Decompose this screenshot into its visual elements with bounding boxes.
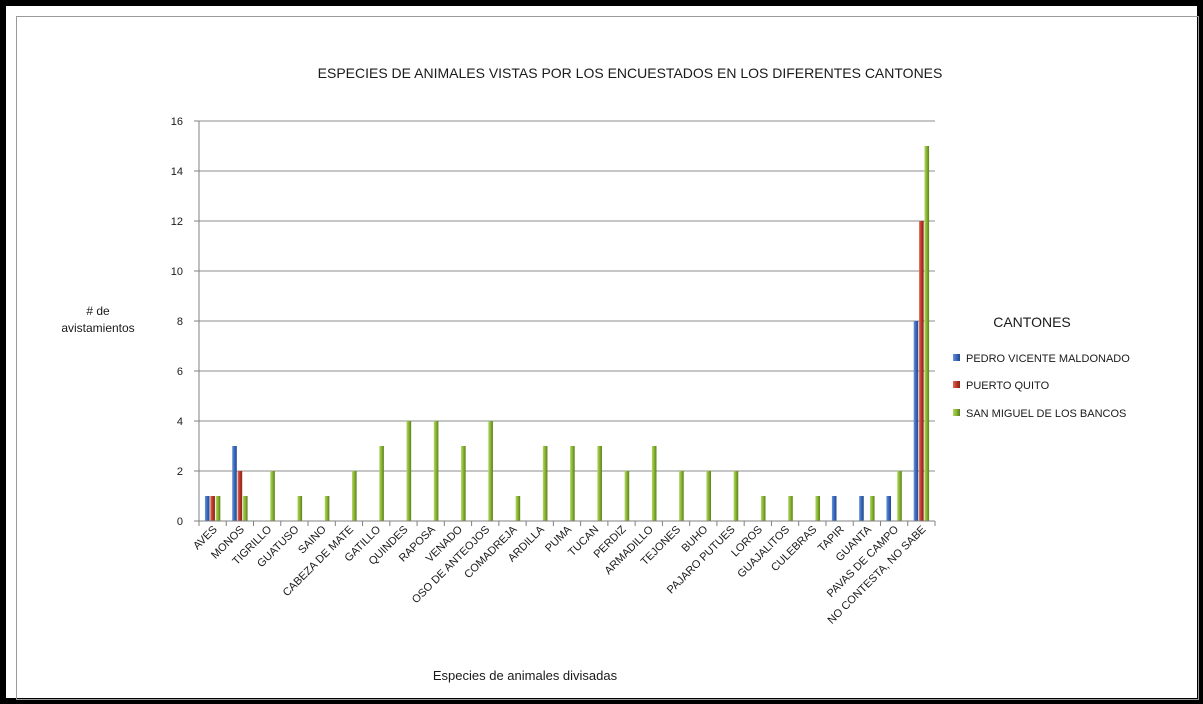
bar (324, 496, 330, 521)
chart-title: ESPECIES DE ANIMALES VISTAS POR LOS ENCU… (318, 65, 943, 81)
y-axis-ticks: 0 2 4 6 8 10 12 14 16 (171, 116, 199, 528)
bar (237, 471, 243, 521)
y-tick-label: 8 (177, 316, 183, 328)
bar (270, 471, 275, 521)
bar (232, 446, 237, 521)
bar (215, 496, 221, 521)
legend-title: CANTONES (993, 314, 1071, 330)
x-axis-label: Especies de animales divisadas (433, 668, 618, 683)
bar (542, 446, 548, 521)
legend-entry: PEDRO VICENTE MALDONADO (966, 353, 1130, 365)
chart-area-border (16, 16, 1199, 700)
y-tick-label: 2 (177, 466, 183, 478)
bar (733, 471, 739, 521)
bar (624, 471, 630, 521)
bar (204, 496, 210, 521)
legend-swatch (953, 354, 960, 361)
bar (886, 496, 892, 521)
y-tick-label: 0 (177, 516, 183, 528)
bar (760, 496, 766, 521)
legend-swatch (953, 381, 960, 388)
bar (515, 496, 521, 521)
bar (815, 496, 821, 521)
y-tick-label: 12 (171, 216, 183, 228)
bar (924, 146, 930, 521)
legend-entry: SAN MIGUEL DE LOS BANCOS (966, 408, 1126, 420)
y-tick-label: 14 (171, 166, 183, 178)
bar (379, 446, 384, 521)
y-axis-label-line2: avistamientos (61, 321, 134, 335)
bar (788, 496, 793, 521)
bar (242, 496, 248, 521)
bar (651, 446, 657, 521)
bar (913, 321, 919, 521)
bar (488, 421, 493, 521)
bar (597, 446, 602, 521)
y-tick-label: 4 (177, 416, 183, 428)
bar (461, 446, 466, 521)
bar (679, 471, 684, 521)
bar (706, 471, 711, 521)
y-tick-label: 16 (171, 116, 183, 128)
legend-swatch (953, 409, 960, 416)
bar (859, 496, 864, 521)
legend-entry: PUERTO QUITO (966, 380, 1050, 392)
bar (570, 446, 575, 521)
bar (897, 471, 902, 521)
bar (433, 421, 439, 521)
bar (869, 496, 875, 521)
legend: PEDRO VICENTE MALDONADO PUERTO QUITO SAN M… (953, 353, 1130, 420)
y-axis-label-line1: # de (86, 304, 110, 318)
gridlines (199, 120, 935, 472)
y-tick-label: 10 (171, 266, 183, 278)
bar (352, 471, 357, 521)
bar (406, 421, 412, 521)
bar (919, 221, 924, 521)
bar (210, 496, 215, 521)
bar (297, 496, 303, 521)
y-tick-label: 6 (177, 366, 183, 378)
bar (831, 496, 837, 521)
bars (204, 146, 930, 521)
